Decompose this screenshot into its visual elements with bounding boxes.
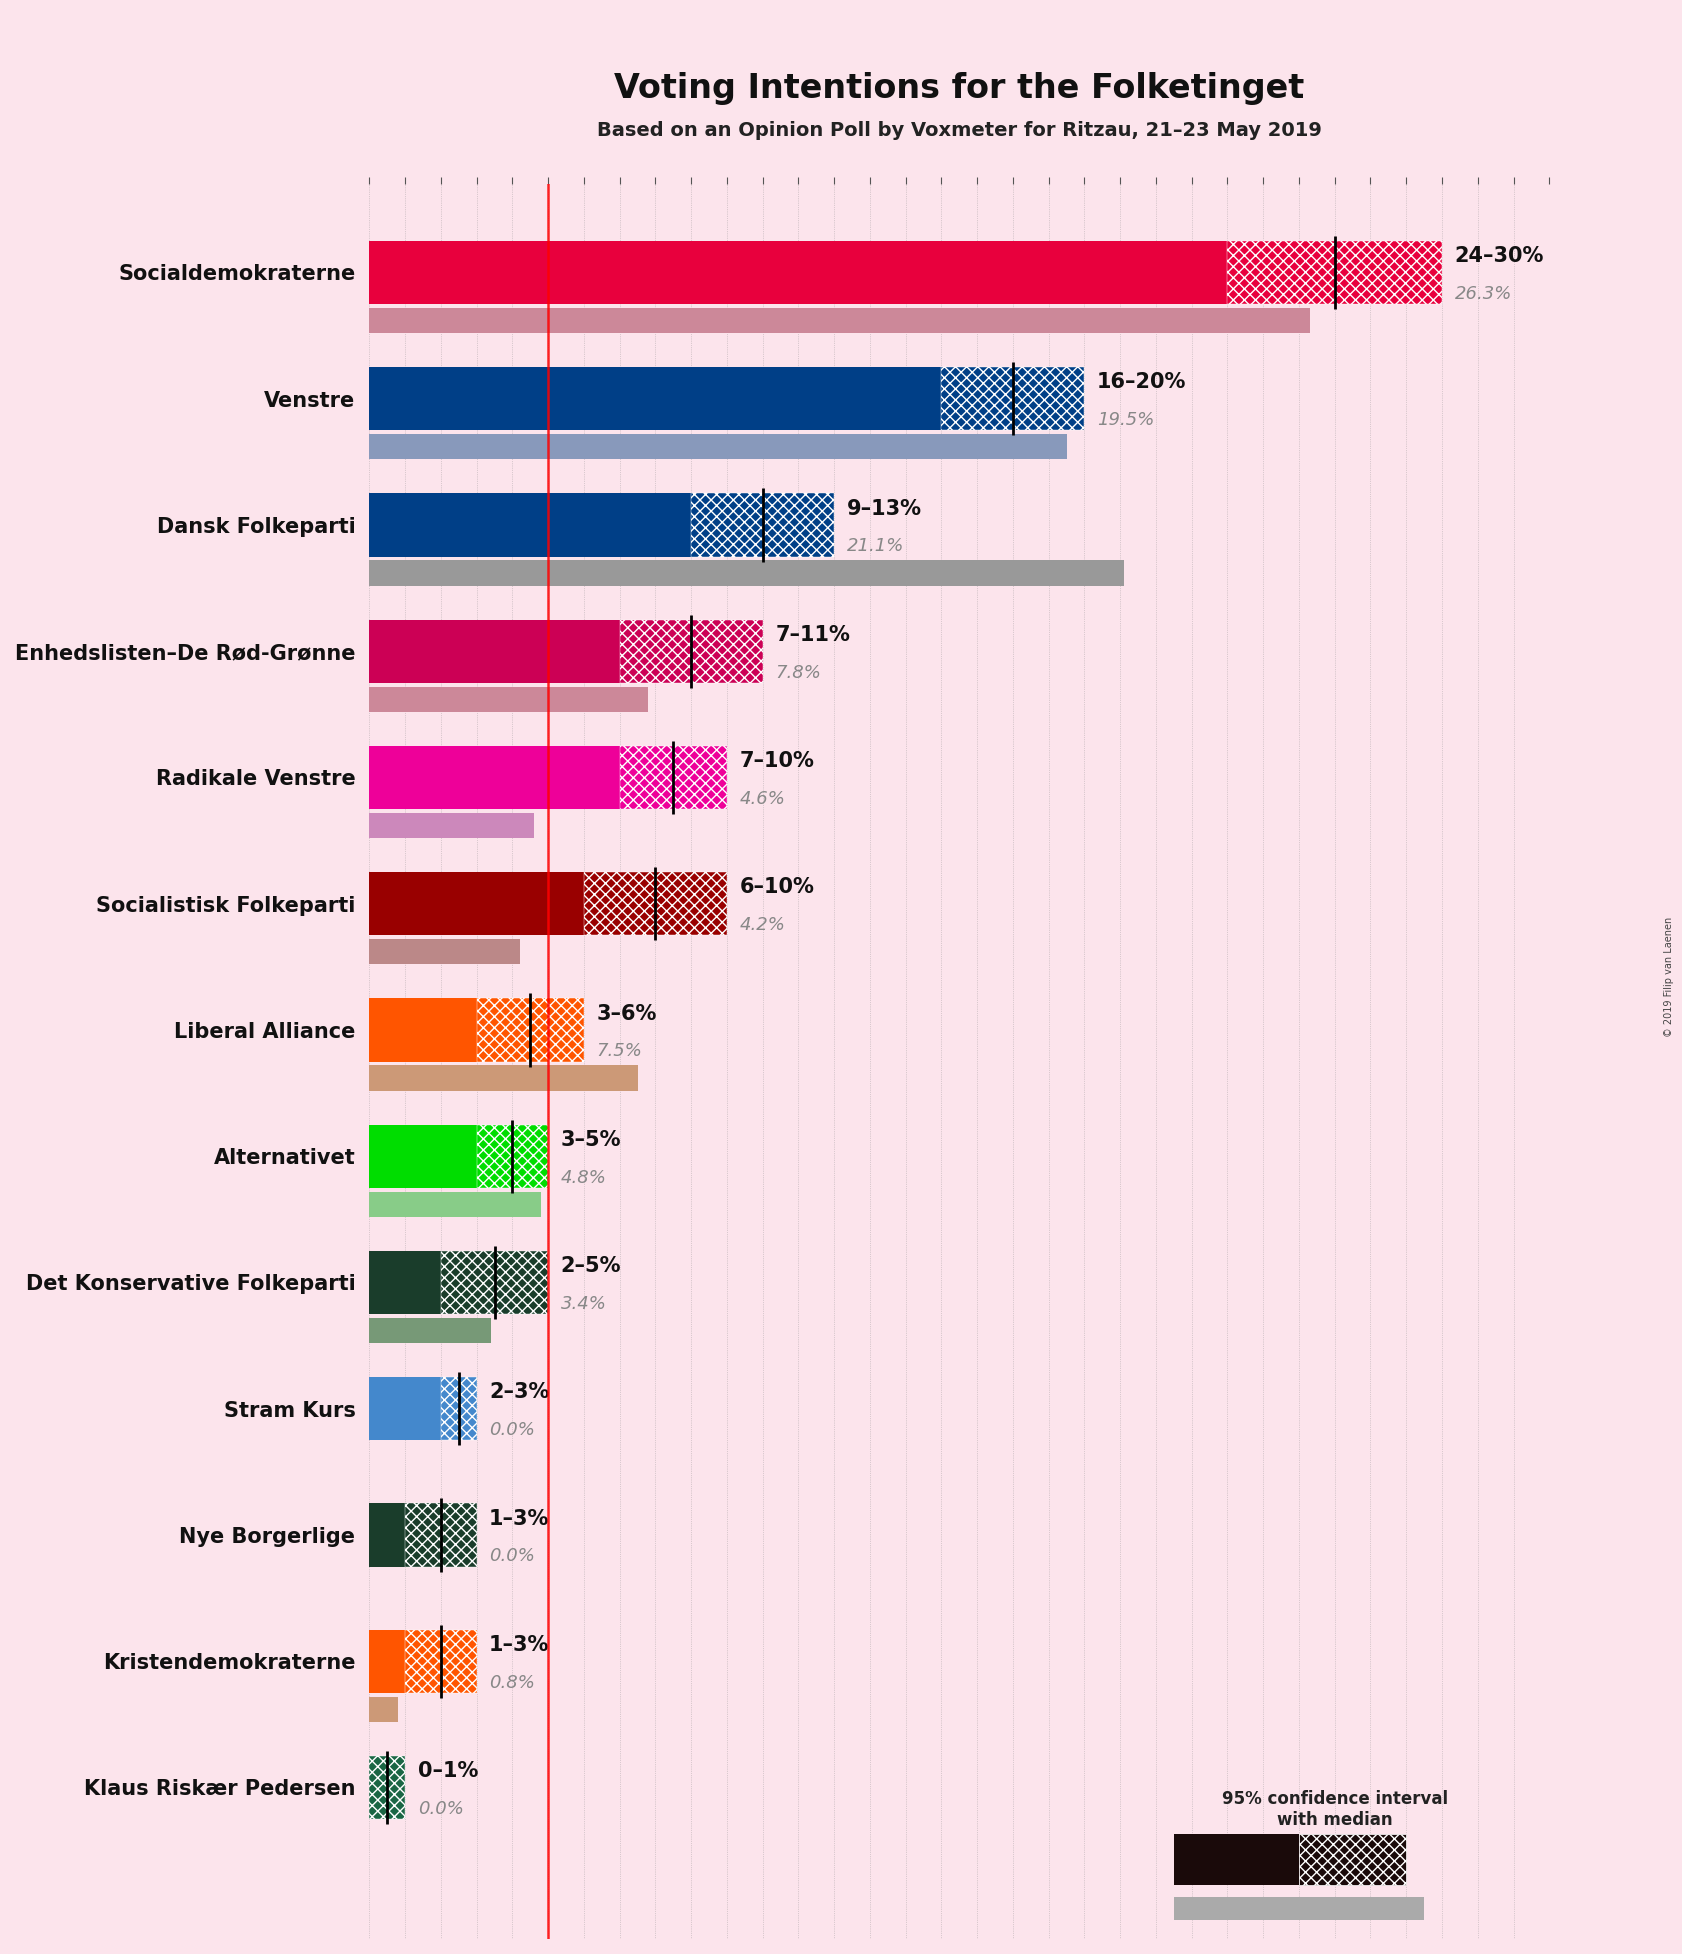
Text: 0.0%: 0.0% [489,1421,535,1440]
Text: 0.8%: 0.8% [489,1675,535,1692]
Text: 19.5%: 19.5% [1097,410,1154,430]
Text: Based on an Opinion Poll by Voxmeter for Ritzau, 21–23 May 2019: Based on an Opinion Poll by Voxmeter for… [597,121,1322,141]
Bar [1174,1835,1299,1886]
Bar [942,367,1085,430]
Text: 4.2%: 4.2% [740,916,785,934]
Bar [370,746,619,809]
Bar [370,686,648,711]
Text: 0.0%: 0.0% [489,1548,535,1565]
Bar [370,1317,491,1342]
Bar [584,871,727,936]
Bar [370,1630,405,1692]
Bar [370,940,520,965]
Bar [370,240,1228,305]
Bar [370,1251,441,1313]
Text: 2–3%: 2–3% [489,1381,550,1403]
Bar [370,686,648,711]
Bar [370,1192,542,1217]
Bar [370,1065,637,1090]
Bar [405,1630,476,1692]
Text: 24–30%: 24–30% [1455,246,1544,266]
Text: 95% confidence interval
with median: 95% confidence interval with median [1221,1790,1448,1829]
Bar [370,561,1124,586]
Text: 1–3%: 1–3% [489,1508,550,1528]
Bar [370,434,1066,459]
Bar [1174,1897,1425,1921]
Bar [1228,240,1441,305]
Bar [370,998,476,1061]
Bar [1299,1835,1406,1886]
Bar [370,367,942,430]
Bar [370,309,1310,332]
Text: 0.0%: 0.0% [417,1800,464,1817]
Text: 7–10%: 7–10% [740,750,814,772]
Bar [370,1696,399,1721]
Text: 7.5%: 7.5% [597,1041,643,1061]
Bar [476,1126,548,1188]
Text: Voting Intentions for the Folketinget: Voting Intentions for the Folketinget [614,72,1305,106]
Bar [476,998,584,1061]
Text: 3.4%: 3.4% [560,1296,607,1313]
Text: 4.6%: 4.6% [740,789,785,807]
Bar [370,1317,491,1342]
Bar [370,940,520,965]
Bar [370,619,619,682]
Bar [370,494,691,557]
Bar [370,1696,399,1721]
Bar [370,1126,476,1188]
Text: © 2019 Filip van Laenen: © 2019 Filip van Laenen [1663,916,1674,1038]
Bar [619,619,762,682]
Text: 7–11%: 7–11% [775,625,849,645]
Bar [370,813,533,838]
Text: 16–20%: 16–20% [1097,373,1186,393]
Text: Last result: Last result [1255,1897,1342,1915]
Bar [370,1757,405,1819]
Text: 4.8%: 4.8% [560,1168,607,1186]
Text: 9–13%: 9–13% [846,498,922,518]
Text: 6–10%: 6–10% [740,877,814,897]
Bar [370,1065,637,1090]
Bar [405,1503,476,1567]
Bar [441,1251,548,1313]
Text: 0–1%: 0–1% [417,1761,478,1782]
Bar [370,309,1310,332]
Text: 26.3%: 26.3% [1455,285,1512,303]
Bar [370,434,1066,459]
Text: 2–5%: 2–5% [560,1256,621,1276]
Bar [619,746,727,809]
Bar [370,871,584,936]
Text: 21.1%: 21.1% [846,537,905,555]
Bar [370,1192,542,1217]
Text: 3–5%: 3–5% [560,1129,621,1149]
Bar [370,561,1124,586]
Bar [691,494,834,557]
Bar [370,1503,405,1567]
Text: 3–6%: 3–6% [597,1004,656,1024]
Bar [441,1378,476,1440]
Bar [370,813,533,838]
Text: 7.8%: 7.8% [775,664,821,682]
Bar [370,1378,441,1440]
Text: 1–3%: 1–3% [489,1635,550,1655]
